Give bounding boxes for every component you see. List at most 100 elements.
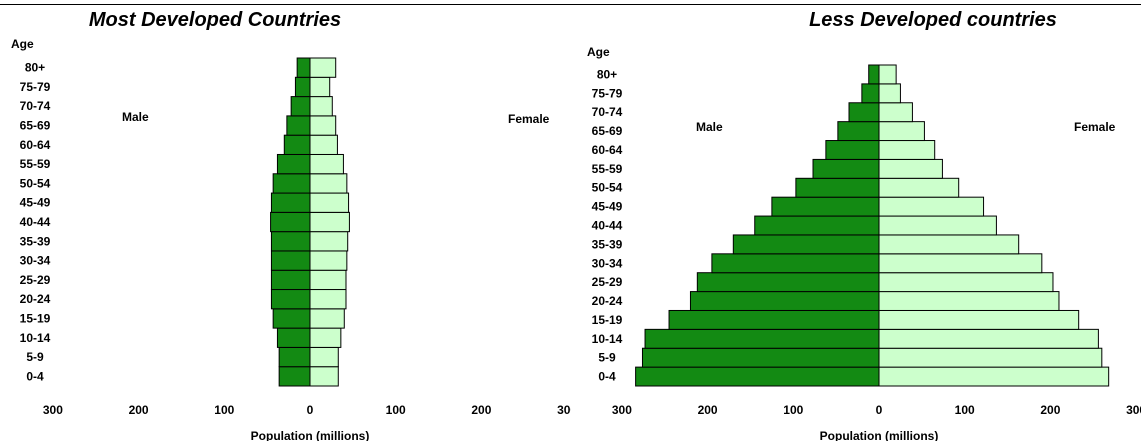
bar-male-55-59 xyxy=(812,158,880,179)
category-label-60-64: 60-64 xyxy=(20,138,51,152)
bar-male-5-9 xyxy=(641,347,880,368)
category-label-45-49: 45-49 xyxy=(592,200,623,214)
category-label-20-24: 20-24 xyxy=(592,294,623,308)
legend-male: Male xyxy=(696,120,723,134)
category-label-25-29: 25-29 xyxy=(20,273,51,287)
bar-female-80+ xyxy=(309,57,337,78)
category-label-40-44: 40-44 xyxy=(592,219,623,233)
chart-title: Most Developed Countries xyxy=(89,9,341,31)
bar-female-55-59 xyxy=(878,158,943,179)
bar-male-35-39 xyxy=(270,231,311,252)
bar-female-80+ xyxy=(878,64,897,85)
x-tick-label: 200 xyxy=(698,403,718,417)
bar-male-20-24 xyxy=(270,289,311,310)
bar-male-60-64 xyxy=(825,140,880,160)
bar-female-10-14 xyxy=(878,328,1099,349)
bar-male-40-44 xyxy=(754,215,880,236)
bar-female-25-29 xyxy=(309,269,347,291)
bar-female-55-59 xyxy=(309,153,344,175)
x-tick-label: 100 xyxy=(783,403,803,417)
bar-male-65-69 xyxy=(286,115,311,136)
x-tick-label: 200 xyxy=(471,403,491,417)
pyramid-chart-most-developed: Most Developed Countries Age Male Female… xyxy=(11,9,571,441)
bar-male-55-59 xyxy=(276,153,311,175)
bar-female-40-44 xyxy=(878,215,997,236)
category-label-15-19: 15-19 xyxy=(592,313,623,327)
bar-male-0-4 xyxy=(278,366,311,387)
bar-male-70-74 xyxy=(848,102,880,123)
bar-female-20-24 xyxy=(878,291,1060,311)
bar-female-35-39 xyxy=(309,231,349,252)
x-tick-label: 200 xyxy=(129,403,149,417)
bar-female-25-29 xyxy=(878,272,1054,293)
bar-female-60-64 xyxy=(878,140,936,160)
bar-male-65-69 xyxy=(837,121,880,142)
bar-male-5-9 xyxy=(278,346,311,368)
x-tick-label: 100 xyxy=(214,403,234,417)
bar-female-70-74 xyxy=(309,96,333,117)
x-axis-label: Population (millions) xyxy=(820,429,939,441)
bar-male-15-19 xyxy=(668,309,880,330)
bar-male-50-54 xyxy=(272,173,311,194)
y-axis-label: Age xyxy=(587,45,610,59)
bar-male-50-54 xyxy=(795,177,880,198)
category-label-55-59: 55-59 xyxy=(20,157,51,171)
bar-female-75-79 xyxy=(309,76,331,98)
bar-female-70-74 xyxy=(878,102,913,123)
bar-male-75-79 xyxy=(861,83,880,104)
category-label-25-29: 25-29 xyxy=(592,275,623,289)
bar-female-65-69 xyxy=(878,121,925,142)
x-tick-label: 300 xyxy=(43,403,63,417)
bar-female-0-4 xyxy=(878,366,1110,387)
x-tick-label: 200 xyxy=(1040,403,1060,417)
bar-male-45-49 xyxy=(270,192,311,213)
bar-female-35-39 xyxy=(878,234,1020,255)
bar-male-80+ xyxy=(296,57,311,78)
x-tick-label: 300 xyxy=(612,403,632,417)
bar-female-60-64 xyxy=(309,134,338,155)
bar-male-35-39 xyxy=(732,234,880,255)
bar-male-20-24 xyxy=(689,291,880,311)
legend-female: Female xyxy=(1074,120,1116,134)
bar-male-30-34 xyxy=(711,253,880,274)
bar-female-45-49 xyxy=(309,192,350,213)
bar-male-40-44 xyxy=(270,211,311,233)
legend-male: Male xyxy=(122,110,149,124)
bar-male-30-34 xyxy=(270,250,311,271)
bar-female-45-49 xyxy=(878,196,985,217)
bar-male-10-14 xyxy=(644,328,880,349)
bar-female-5-9 xyxy=(309,346,339,368)
bar-female-20-24 xyxy=(309,289,347,310)
category-label-35-39: 35-39 xyxy=(592,237,623,251)
category-label-10-14: 10-14 xyxy=(20,331,51,345)
category-label-50-54: 50-54 xyxy=(592,181,623,195)
bar-female-0-4 xyxy=(309,366,339,387)
x-tick-label: 300 xyxy=(1126,403,1141,417)
category-label-40-44: 40-44 xyxy=(20,215,51,229)
pyramid-chart-less-developed: Less Developed countries Age Male Female… xyxy=(587,9,1141,441)
bar-female-10-14 xyxy=(309,327,342,348)
x-tick-label: 300 xyxy=(557,403,571,417)
x-axis-label: Population (millions) xyxy=(251,429,370,441)
category-label-45-49: 45-49 xyxy=(20,196,51,210)
x-tick-label: 0 xyxy=(307,403,314,417)
bar-female-15-19 xyxy=(309,308,345,329)
category-label-10-14: 10-14 xyxy=(592,332,623,346)
bar-male-80+ xyxy=(868,64,880,85)
category-label-70-74: 70-74 xyxy=(592,105,623,119)
category-label-0-4: 0-4 xyxy=(598,370,616,384)
bar-male-25-29 xyxy=(696,272,880,293)
category-label-60-64: 60-64 xyxy=(592,143,623,157)
category-label-20-24: 20-24 xyxy=(20,292,51,306)
category-label-55-59: 55-59 xyxy=(592,162,623,176)
category-label-35-39: 35-39 xyxy=(20,234,51,248)
bar-male-0-4 xyxy=(635,366,880,387)
bar-female-65-69 xyxy=(309,115,337,136)
category-label-30-34: 30-34 xyxy=(20,254,51,268)
top-rule xyxy=(0,4,1141,5)
x-tick-label: 100 xyxy=(386,403,406,417)
bar-male-25-29 xyxy=(270,269,311,291)
bar-male-70-74 xyxy=(290,96,311,117)
category-label-15-19: 15-19 xyxy=(20,311,51,325)
x-tick-label: 0 xyxy=(876,403,883,417)
